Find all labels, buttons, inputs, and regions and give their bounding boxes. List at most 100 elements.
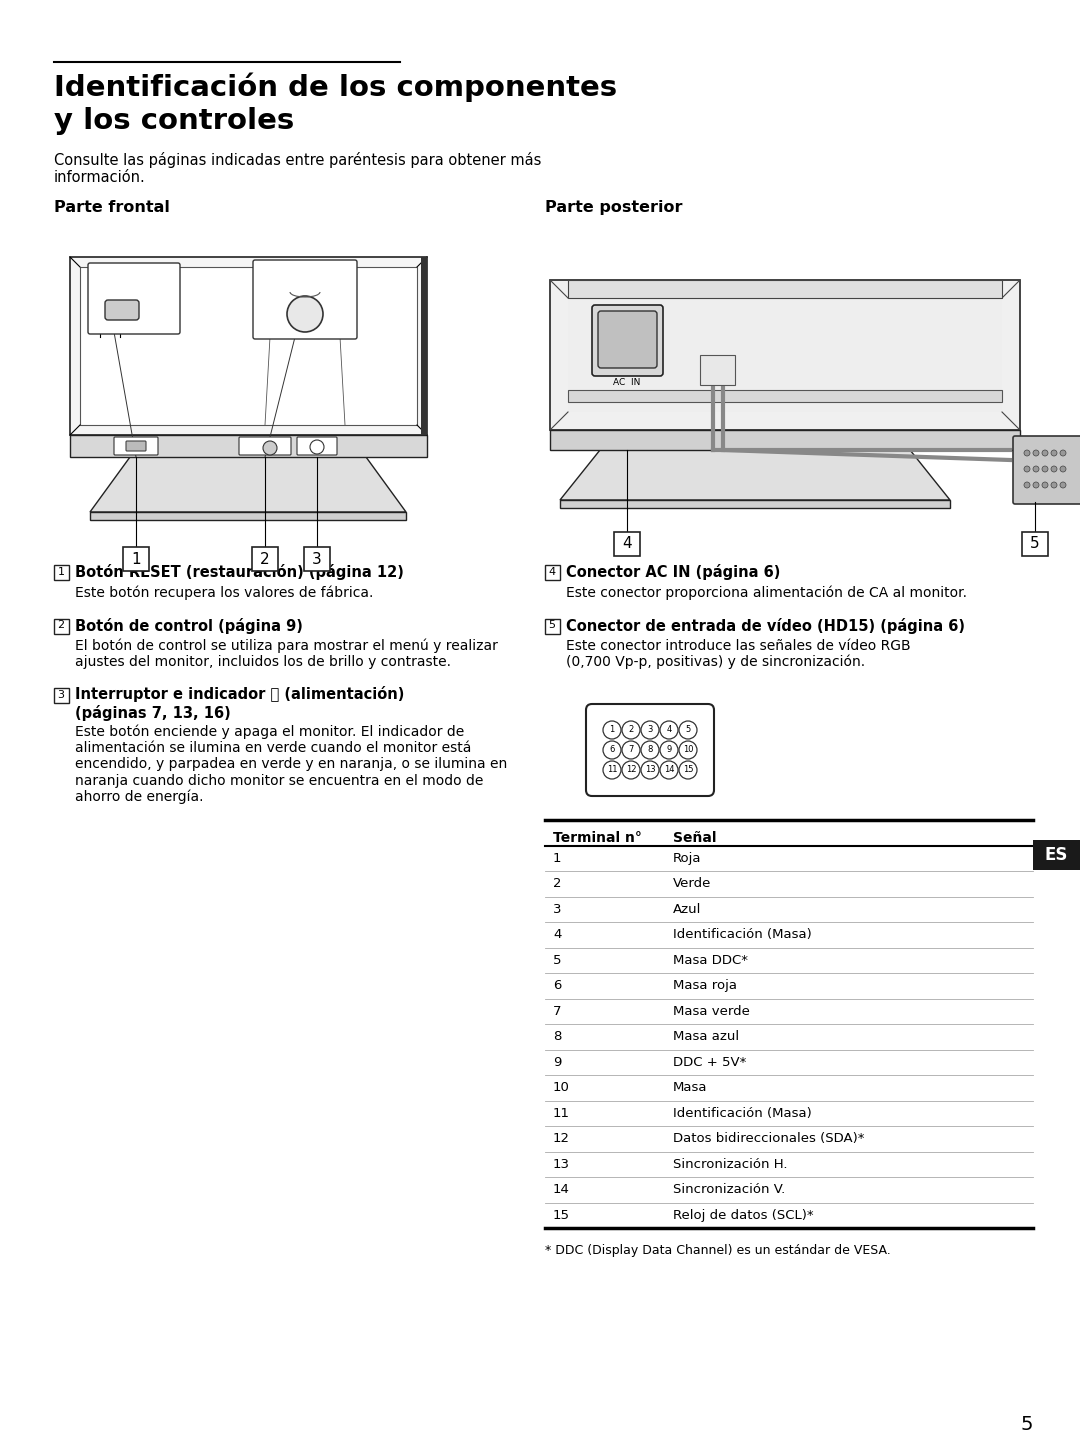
Text: 14: 14 [664, 765, 674, 774]
Circle shape [1032, 481, 1039, 488]
Text: 7: 7 [629, 745, 634, 755]
Circle shape [1024, 465, 1030, 473]
Text: 15: 15 [683, 765, 693, 774]
Text: ▲: ▲ [302, 301, 308, 307]
Bar [54, 618, 69, 634]
Text: Consulte las páginas indicadas entre paréntesis para obtener más
información.: Consulte las páginas indicadas entre par… [54, 151, 541, 186]
Text: Masa azul: Masa azul [673, 1030, 739, 1043]
Text: Sincronización V.: Sincronización V. [673, 1183, 785, 1196]
Circle shape [622, 720, 640, 739]
FancyBboxPatch shape [239, 437, 291, 455]
Text: 5: 5 [1020, 1415, 1032, 1434]
Text: MENU: MENU [249, 440, 266, 445]
Circle shape [679, 761, 697, 780]
Circle shape [622, 741, 640, 759]
Text: 5: 5 [549, 621, 555, 631]
Polygon shape [90, 457, 406, 512]
Circle shape [642, 720, 659, 739]
Text: Roja: Roja [673, 852, 702, 865]
Text: 4: 4 [622, 536, 632, 552]
Circle shape [1032, 465, 1039, 473]
Text: y los controles: y los controles [54, 107, 294, 135]
Bar [1022, 532, 1048, 556]
Bar [545, 618, 561, 634]
Polygon shape [561, 450, 950, 500]
Circle shape [264, 441, 276, 455]
Text: Este botón recupera los valores de fábrica.: Este botón recupera los valores de fábri… [75, 585, 374, 599]
Text: * DDC (Display Data Channel) es un estándar de VESA.: * DDC (Display Data Channel) es un están… [545, 1244, 891, 1257]
FancyBboxPatch shape [105, 300, 139, 320]
Bar [54, 565, 69, 579]
Text: Masa: Masa [673, 1081, 707, 1094]
FancyBboxPatch shape [1013, 437, 1080, 504]
Circle shape [1042, 450, 1048, 455]
Bar [561, 500, 950, 509]
Text: 3: 3 [553, 902, 562, 915]
Bar [252, 548, 278, 571]
Text: 12: 12 [553, 1133, 570, 1146]
Text: Datos bidireccionales (SDA)*: Datos bidireccionales (SDA)* [673, 1133, 864, 1146]
Text: RESET: RESET [110, 272, 137, 282]
Text: Este botón enciende y apaga el monitor. El indicador de
alimentación se ilumina : Este botón enciende y apaga el monitor. … [75, 725, 508, 804]
Text: ►: ► [312, 311, 318, 317]
Bar [568, 298, 1002, 412]
Text: Sincronización H.: Sincronización H. [673, 1157, 787, 1170]
Bar [545, 565, 561, 579]
Text: 2: 2 [629, 725, 634, 735]
Text: Terminal n°: Terminal n° [553, 831, 642, 844]
Text: 15: 15 [553, 1209, 570, 1222]
FancyBboxPatch shape [297, 437, 337, 455]
Bar [568, 391, 1002, 402]
Circle shape [660, 741, 678, 759]
Circle shape [1059, 465, 1066, 473]
Text: Identificación (Masa): Identificación (Masa) [673, 928, 812, 941]
FancyBboxPatch shape [253, 259, 357, 339]
Text: 4: 4 [666, 725, 672, 735]
Circle shape [1032, 450, 1039, 455]
Text: 1: 1 [131, 552, 140, 566]
Text: 13: 13 [645, 765, 656, 774]
Text: Botón de control (página 9): Botón de control (página 9) [75, 618, 302, 634]
Text: Conector AC IN (página 6): Conector AC IN (página 6) [566, 563, 781, 579]
Circle shape [1024, 450, 1030, 455]
FancyBboxPatch shape [586, 705, 714, 795]
Text: 4: 4 [553, 928, 562, 941]
Bar [550, 280, 1020, 429]
Text: Masa verde: Masa verde [673, 1004, 750, 1017]
Circle shape [287, 295, 323, 331]
Text: 9: 9 [553, 1056, 562, 1069]
Circle shape [310, 440, 324, 454]
Bar [303, 548, 330, 571]
Text: 2: 2 [553, 878, 562, 891]
Text: 2: 2 [260, 552, 270, 566]
Text: Masa roja: Masa roja [673, 980, 737, 993]
Text: AC  IN: AC IN [613, 378, 640, 388]
Text: Señal: Señal [673, 831, 716, 844]
Bar [421, 256, 427, 435]
Text: Identificación (Masa): Identificación (Masa) [673, 1107, 812, 1120]
Text: 1: 1 [609, 725, 615, 735]
Text: 14: 14 [553, 1183, 570, 1196]
Circle shape [603, 741, 621, 759]
Text: 1: 1 [553, 852, 562, 865]
FancyBboxPatch shape [114, 437, 158, 455]
Text: Interruptor e indicador ⏼ (alimentación)
(páginas 7, 13, 16): Interruptor e indicador ⏼ (alimentación)… [75, 686, 404, 720]
Circle shape [1024, 481, 1030, 488]
Text: Parte posterior: Parte posterior [545, 200, 683, 215]
Bar [70, 435, 427, 457]
Text: RESET: RESET [119, 440, 136, 445]
Text: Parte frontal: Parte frontal [54, 200, 170, 215]
Bar [70, 256, 427, 435]
FancyBboxPatch shape [598, 311, 657, 367]
Circle shape [622, 761, 640, 780]
Text: 9: 9 [666, 745, 672, 755]
Circle shape [603, 720, 621, 739]
Text: Identificación de los componentes: Identificación de los componentes [54, 72, 617, 101]
Circle shape [1051, 481, 1057, 488]
Circle shape [1042, 465, 1048, 473]
Bar [1032, 840, 1080, 870]
Text: Este conector introduce las señales de vídeo RGB
(0,700 Vp-p, positivas) y de si: Este conector introduce las señales de v… [566, 638, 910, 669]
Circle shape [1059, 481, 1066, 488]
Bar [615, 532, 640, 556]
Text: 11: 11 [553, 1107, 570, 1120]
